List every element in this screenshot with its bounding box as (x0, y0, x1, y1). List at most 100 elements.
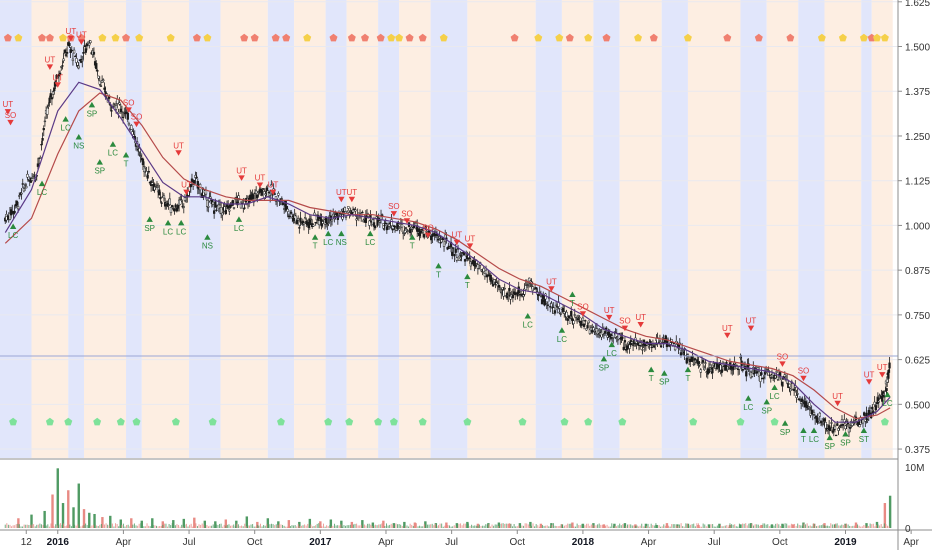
volume-bar (85, 523, 87, 528)
volume-bar (91, 525, 93, 528)
volume-bar (36, 524, 38, 528)
candle-body (861, 419, 865, 424)
volume-bar (82, 509, 86, 528)
volume-bar (450, 526, 452, 528)
candle-body (231, 200, 234, 206)
volume-bar (408, 526, 410, 528)
top-marker-red (405, 33, 414, 42)
candle-body (103, 87, 106, 90)
volume-bar (171, 523, 173, 528)
candle-body (759, 375, 762, 382)
volume-bar (360, 524, 362, 528)
candle-body (581, 317, 585, 322)
signal-arrow-up (38, 180, 46, 187)
volume-bar (203, 520, 207, 528)
candle-body (755, 371, 758, 374)
top-marker-yellow (387, 33, 396, 42)
candle-body (40, 143, 43, 146)
volume-bar (475, 525, 477, 528)
volume-bar (493, 525, 495, 528)
volume-bar (324, 526, 326, 528)
volume-bar (255, 526, 257, 528)
bottom-marker (618, 417, 627, 426)
volume-bar (430, 524, 432, 528)
candle-body (431, 234, 434, 238)
volume-bar (138, 523, 140, 528)
signal-label: UT (604, 306, 615, 315)
volume-bar (595, 525, 597, 528)
candle-body (508, 287, 511, 291)
volume-bar (559, 525, 561, 528)
volume-bar (198, 524, 200, 528)
volume-bar (543, 525, 545, 528)
volume-bar (661, 526, 663, 528)
signal-label: UT (347, 188, 358, 197)
candle-body (74, 55, 77, 58)
volume-bar (507, 523, 509, 528)
candle-body (411, 228, 414, 230)
volume-bar (151, 518, 154, 528)
candle-body (658, 340, 662, 342)
volume-bar (165, 523, 167, 528)
volume-bar (104, 524, 106, 528)
candle-body (314, 221, 317, 224)
volume-bar (466, 521, 469, 528)
volume-bar (857, 524, 859, 528)
bottom-marker (208, 417, 217, 426)
signal-arrow-down (579, 311, 587, 317)
candle-body (572, 320, 575, 325)
candle-body (591, 329, 594, 333)
bottom-marker (116, 417, 125, 426)
volume-bar (266, 524, 268, 528)
candle-body (703, 367, 706, 370)
volume-bar (64, 526, 66, 528)
volume-bar (34, 526, 36, 528)
top-marker-red (754, 33, 763, 42)
volume-bar (570, 523, 572, 528)
bottom-marker (45, 417, 54, 426)
signal-label: UT (864, 370, 875, 379)
volume-bar (179, 526, 181, 528)
volume-bar (802, 522, 805, 528)
volume-bar (102, 525, 104, 528)
candle-body (332, 213, 335, 217)
volume-bar (628, 524, 630, 528)
candle-body (212, 210, 216, 214)
volume-bar (146, 523, 148, 528)
volume-bar (371, 522, 375, 528)
volume-bar (291, 525, 293, 528)
bottom-marker (518, 417, 527, 426)
signal-label: UT (336, 188, 347, 197)
volume-bar (852, 525, 854, 528)
signal-label: SO (777, 352, 789, 361)
volume-bar (551, 524, 553, 528)
volume-bar (556, 526, 558, 528)
signal-arrow-down (7, 119, 14, 126)
volume-bar (515, 526, 517, 528)
volume-bar (801, 525, 803, 528)
volume-bar (182, 518, 186, 528)
candle-body (390, 219, 393, 227)
volume-bar (674, 524, 676, 528)
candle-body (842, 423, 845, 426)
band-orange (31, 0, 69, 458)
volume-bar (770, 524, 774, 528)
candle-body (9, 209, 13, 216)
volume-bar (792, 525, 794, 528)
candle-body (628, 344, 631, 349)
volume-bar (650, 523, 652, 528)
candle-body (191, 184, 195, 187)
candle-body (214, 201, 217, 208)
candle-body (507, 294, 510, 297)
candle-body (476, 264, 480, 269)
volume-bar (266, 518, 270, 528)
volume-bar (604, 525, 606, 528)
candle-body (539, 295, 543, 297)
candle-body (780, 378, 783, 381)
candle-body (838, 426, 841, 428)
volume-bar (143, 526, 145, 528)
time-tick-label: Apr (116, 537, 132, 548)
candle-body (795, 395, 798, 398)
candle-body (621, 337, 624, 339)
